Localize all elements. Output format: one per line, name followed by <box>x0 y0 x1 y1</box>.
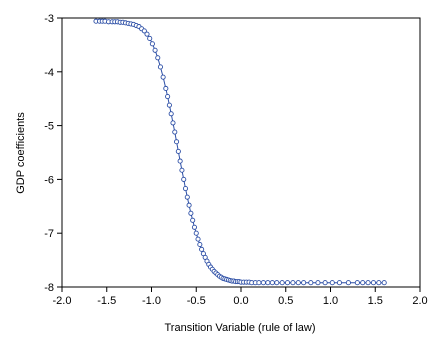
data-point <box>155 55 161 61</box>
data-point <box>345 280 351 286</box>
data-point <box>168 111 174 117</box>
axes: -2.0 -1.5 -1.0 -0.5 0.0 0.5 1.0 1.5 2.0 -3 -4 -5 -6 -… <box>44 13 427 307</box>
data-point <box>354 280 360 286</box>
data-point <box>195 236 201 242</box>
data-point <box>179 167 185 173</box>
data-point <box>284 280 291 286</box>
data-point <box>279 280 285 286</box>
data-point <box>301 280 307 286</box>
y-tick-label: -5 <box>44 121 54 133</box>
x-tick-label: 0.5 <box>278 295 293 307</box>
data-point <box>290 280 296 286</box>
data-point <box>186 202 192 208</box>
data-point <box>160 74 166 80</box>
y-tick-label: -3 <box>44 13 54 25</box>
data-point <box>265 280 271 286</box>
data-point <box>144 31 150 37</box>
data-point <box>269 280 275 286</box>
data-point <box>184 194 190 200</box>
x-tick-label: 2.0 <box>412 295 427 307</box>
data-point <box>166 102 172 108</box>
data-point <box>260 280 266 286</box>
data-point <box>163 85 169 92</box>
data-point <box>177 158 183 164</box>
plot-frame <box>61 17 421 288</box>
data-point <box>149 41 155 47</box>
data-point <box>197 241 203 248</box>
data-point <box>360 280 366 286</box>
y-tick-label: -4 <box>44 67 54 79</box>
data-point <box>274 280 280 286</box>
data-point <box>193 230 199 236</box>
series-line <box>96 20 385 284</box>
x-axis-label: Transition Variable (rule of law) <box>164 322 315 334</box>
x-tick-label: -1.0 <box>142 295 161 307</box>
data-point <box>199 246 205 252</box>
data-point <box>191 224 198 230</box>
data-point <box>152 47 158 53</box>
y-tick-label: -6 <box>44 174 54 186</box>
data-point <box>376 280 382 286</box>
x-tick-label: -1.5 <box>97 295 116 307</box>
data-point <box>147 35 153 41</box>
data-point <box>381 280 387 286</box>
x-tick-label: -0.5 <box>187 295 206 307</box>
data-point <box>172 129 178 135</box>
x-tick-label: -2.0 <box>53 295 72 307</box>
data-point <box>165 94 171 100</box>
data-point <box>365 280 371 286</box>
x-tick-label: 1.0 <box>323 295 338 307</box>
data-point <box>188 210 194 216</box>
x-tick-label: 0.0 <box>233 295 248 307</box>
plot-area <box>93 18 387 286</box>
data-point <box>256 280 262 286</box>
y-tick-label: -7 <box>44 228 54 240</box>
data-point <box>175 148 181 154</box>
data-point <box>170 120 176 126</box>
data-point <box>370 280 377 286</box>
data-point <box>329 280 335 286</box>
data-point <box>336 280 343 286</box>
data-point <box>322 280 328 286</box>
data-point <box>157 64 163 70</box>
data-point <box>141 28 147 34</box>
y-tick-label: -8 <box>44 282 54 294</box>
data-point <box>190 217 196 223</box>
data-point <box>308 280 314 286</box>
x-tick-label: 1.5 <box>368 295 383 307</box>
data-point <box>174 139 180 145</box>
data-point <box>181 176 187 182</box>
data-point <box>182 185 189 192</box>
y-axis-label: GDP coefficients <box>15 112 27 194</box>
data-point <box>295 280 301 286</box>
data-point <box>315 280 321 286</box>
